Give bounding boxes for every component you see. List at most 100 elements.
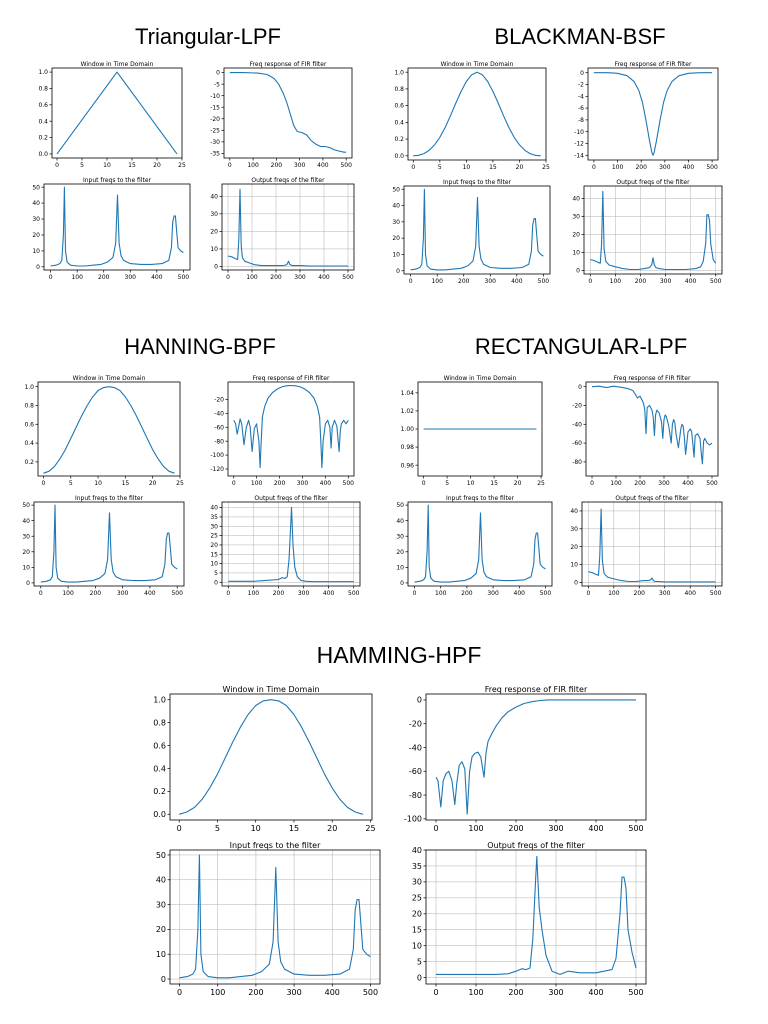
chart-15-ytick-label-2: 20 — [570, 544, 578, 551]
chart-2-xtick-label-5: 500 — [178, 274, 190, 281]
chart-11-ytick-label-6: 30 — [210, 523, 218, 530]
chart-9-xtick-label-4: 400 — [320, 480, 332, 487]
chart-15-ytick-label-0: 0 — [574, 580, 578, 587]
chart-3-xtick-label-4: 400 — [318, 274, 330, 281]
chart-2-title: Input freqs to the filter — [83, 177, 152, 184]
chart-8-xtick-label-2: 10 — [94, 480, 102, 487]
chart-19-ytick-label-8: 40 — [412, 846, 422, 855]
chart-17-xtick-label-3: 300 — [548, 824, 563, 833]
chart-14-ytick-label-5: 50 — [396, 502, 404, 509]
chart-2-xtick-label-0: 0 — [49, 274, 53, 281]
chart-2-xtick-label-3: 300 — [125, 274, 137, 281]
chart-10-axes-frame — [33, 501, 185, 587]
chart-17-ytick-label-3: -60 — [409, 767, 422, 776]
chart-11-title: Output freqs of the filter — [254, 495, 328, 502]
chart-6-axes-frame — [403, 185, 551, 275]
chart-12-ytick-label-2: 1.00 — [401, 426, 415, 433]
chart-15-series-line — [588, 508, 716, 583]
chart-7-xtick-label-2: 200 — [635, 278, 647, 285]
chart-13-axes-frame — [585, 381, 719, 477]
chart-11-ytick-label-5: 25 — [210, 533, 218, 540]
chart-13-xtick-label-5: 500 — [706, 480, 718, 487]
chart-1-ytick-label-7: -35 — [210, 150, 220, 157]
chart-5-ytick-label-1: -2 — [578, 82, 584, 89]
chart-10-xtick-label-3: 300 — [117, 590, 129, 597]
chart-11-ytick-label-0: 0 — [214, 579, 218, 586]
chart-17-xtick-label-0: 0 — [433, 824, 438, 833]
chart-0-ytick-label-4: 0.8 — [38, 86, 48, 93]
chart-11-ytick-label-1: 5 — [214, 570, 218, 577]
chart-1-ytick-label-2: -10 — [210, 93, 220, 100]
chart-0-ytick-label-3: 0.6 — [38, 102, 48, 109]
chart-16-axes-frame — [169, 693, 373, 821]
chart-15-xtick-label-4: 400 — [684, 590, 696, 597]
chart-6-xtick-label-5: 500 — [538, 278, 550, 285]
chart-6-ytick-label-1: 10 — [392, 252, 400, 259]
chart-5-axes-frame — [587, 67, 719, 161]
chart-12-ytick-label-3: 1.02 — [401, 408, 415, 415]
chart-9-ytick-label-1: -40 — [214, 410, 224, 417]
chart-19-ytick-label-0: 0 — [417, 973, 422, 982]
chart-4-xtick-label-1: 5 — [438, 164, 442, 171]
chart-19-ytick-label-6: 30 — [412, 878, 422, 887]
chart-13-title: Freq response of FIR filter — [614, 375, 691, 382]
chart-15-title: Output freqs of the filter — [615, 495, 689, 502]
chart-9-ytick-label-3: -80 — [214, 438, 224, 445]
chart-10-ytick-label-4: 40 — [22, 518, 30, 525]
chart-6-title: Input freqs to the filter — [443, 179, 512, 186]
chart-6-xtick-label-1: 100 — [431, 278, 443, 285]
chart-10-xtick-label-1: 100 — [62, 590, 74, 597]
chart-7-ytick-label-0: 0 — [576, 268, 580, 275]
chart-7-ytick-label-1: 10 — [572, 250, 580, 257]
chart-8-series-line — [43, 386, 175, 474]
chart-9-xtick-label-5: 500 — [343, 480, 355, 487]
chart-8-title: Window in Time Domain — [73, 375, 146, 382]
chart-8-xtick-label-5: 25 — [176, 480, 184, 487]
chart-17-xtick-label-1: 100 — [468, 824, 483, 833]
chart-10-ytick-label-5: 50 — [22, 502, 30, 509]
chart-1-ytick-label-0: 0 — [216, 70, 220, 77]
chart-4-ytick-label-0: 0.0 — [394, 153, 404, 160]
chart-16-ytick-label-2: 0.4 — [153, 764, 166, 773]
chart-4-ytick-label-3: 0.6 — [394, 103, 404, 110]
chart-4-axes-frame — [407, 67, 547, 161]
chart-16-title: Window in Time Domain — [222, 685, 319, 694]
chart-19-xtick-label-5: 500 — [628, 988, 643, 997]
chart-18-xtick-label-0: 0 — [177, 988, 182, 997]
chart-13-ytick-label-0: 0 — [578, 384, 582, 391]
chart-5-xtick-label-4: 400 — [683, 164, 695, 171]
chart-10-series-line — [40, 504, 178, 583]
chart-10-ytick-label-0: 0 — [26, 580, 30, 587]
chart-11-xtick-label-5: 500 — [348, 590, 360, 597]
chart-18-ytick-label-5: 50 — [156, 851, 166, 860]
chart-18-ytick-label-2: 20 — [156, 925, 166, 934]
chart-0-ytick-label-1: 0.2 — [38, 135, 48, 142]
chart-5-xtick-label-0: 0 — [592, 164, 596, 171]
chart-8-ytick-label-2: 0.6 — [24, 421, 34, 428]
chart-15-xtick-label-2: 200 — [634, 590, 646, 597]
chart-16-ytick-label-4: 0.8 — [153, 718, 166, 727]
chart-5-title: Freq response of FIR filter — [615, 61, 692, 68]
chart-1-ytick-label-6: -30 — [210, 139, 220, 146]
chart-15-ytick-label-1: 10 — [570, 562, 578, 569]
chart-2-series-line — [50, 186, 184, 267]
chart-11-ytick-label-4: 20 — [210, 542, 218, 549]
chart-18-series-line — [179, 854, 371, 979]
plot-rectangular-window: Window in Time Domain 0 5 10 15 20 25 0.96 0.98 1… — [401, 375, 545, 487]
chart-16-xtick-label-5: 25 — [365, 824, 375, 833]
chart-14-ytick-label-4: 40 — [396, 518, 404, 525]
chart-6-xtick-label-4: 400 — [511, 278, 523, 285]
chart-12-title: Window in Time Domain — [444, 375, 517, 382]
chart-14-xtick-label-4: 400 — [514, 590, 526, 597]
chart-5-ytick-label-5: -10 — [574, 129, 584, 136]
chart-3-xtick-label-1: 100 — [246, 274, 258, 281]
chart-6-ytick-label-0: 0 — [396, 268, 400, 275]
chart-4-xtick-label-5: 25 — [542, 164, 550, 171]
chart-13-ytick-label-2: -40 — [572, 421, 582, 428]
chart-19-xtick-label-4: 400 — [588, 988, 603, 997]
chart-6-series-line — [410, 188, 544, 271]
chart-18-xtick-label-5: 500 — [363, 988, 378, 997]
chart-10-xtick-label-2: 200 — [90, 590, 102, 597]
